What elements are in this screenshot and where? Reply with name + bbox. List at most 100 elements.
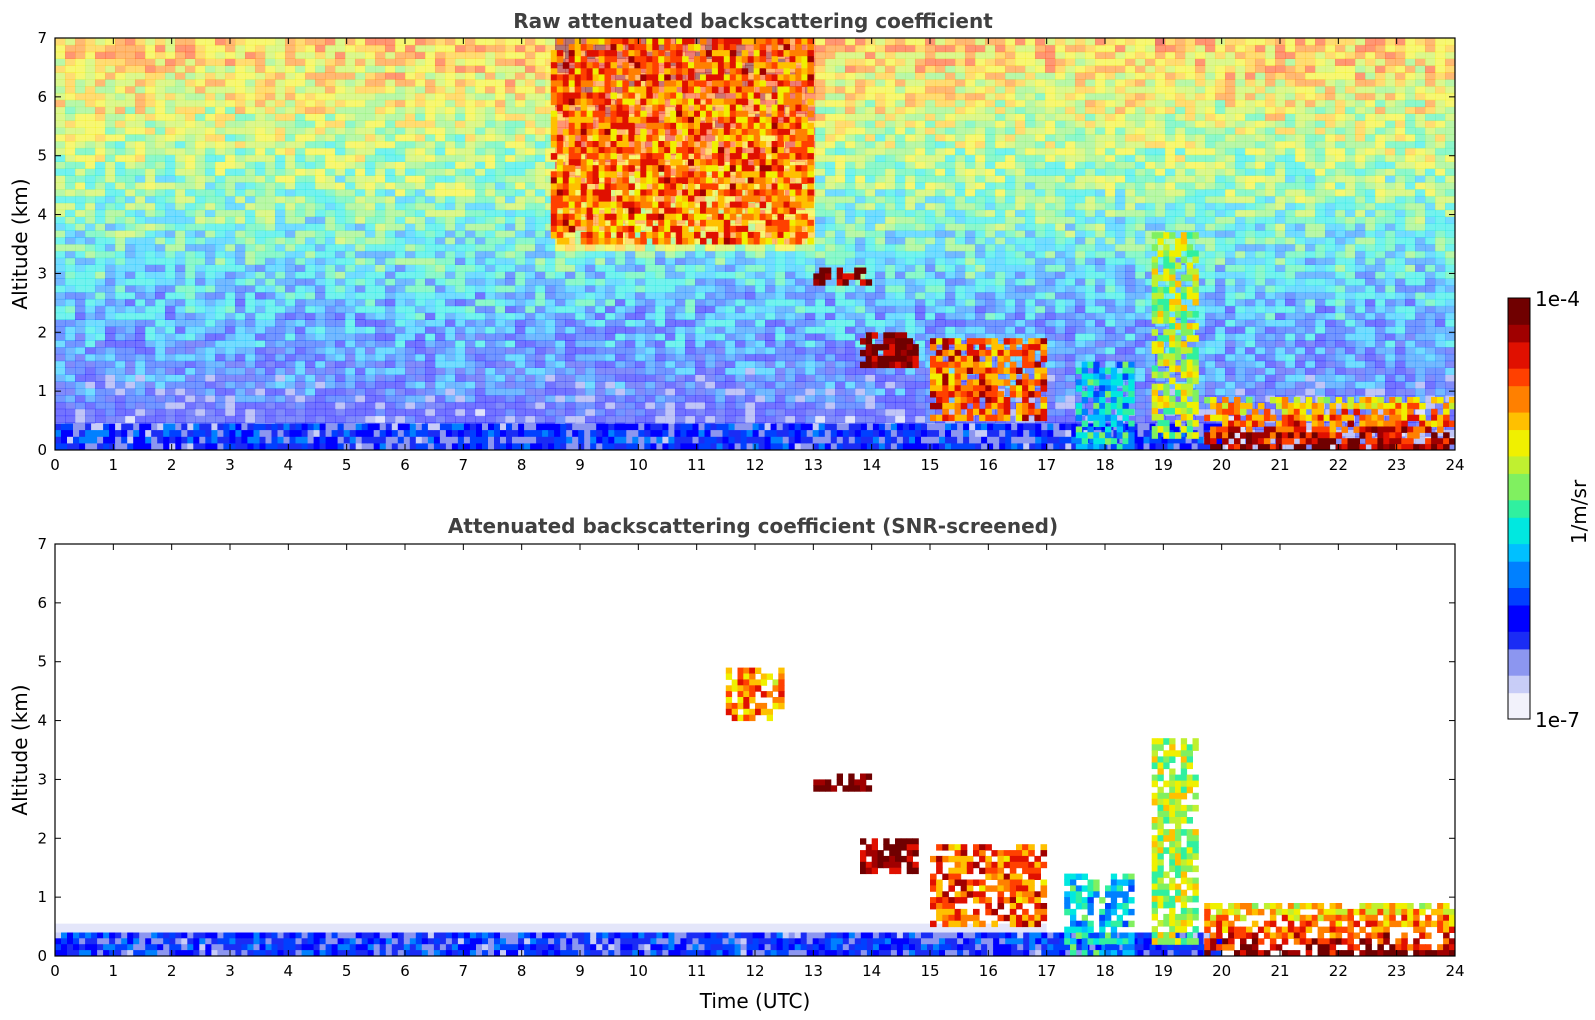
noise-cell xyxy=(75,189,86,197)
noise-cell xyxy=(75,395,86,403)
noise-cell xyxy=(425,298,436,307)
noise-cell xyxy=(605,347,616,355)
noise-cell xyxy=(735,415,746,423)
noise-cell xyxy=(305,65,316,73)
noise-cell xyxy=(535,244,546,252)
noise-cell xyxy=(485,305,496,314)
noise-cell xyxy=(785,230,796,238)
noise-cell xyxy=(65,278,76,286)
noise-cell xyxy=(405,168,416,176)
noise-cell xyxy=(565,367,576,375)
noise-cell xyxy=(335,271,346,279)
noise-cell xyxy=(335,168,346,176)
noise-cell xyxy=(645,408,656,417)
noise-cell xyxy=(765,374,776,382)
noise-cell xyxy=(525,106,536,114)
noise-cell xyxy=(395,374,406,382)
noise-cell xyxy=(135,298,146,307)
noise-cell xyxy=(205,182,216,190)
noise-cell xyxy=(415,127,426,135)
noise-cell xyxy=(395,408,406,417)
noise-cell xyxy=(875,189,886,197)
noise-cell xyxy=(415,292,426,300)
noise-cell xyxy=(105,209,116,217)
noise-cell xyxy=(365,305,376,314)
noise-cell xyxy=(785,305,796,314)
noise-cell xyxy=(855,51,866,59)
noise-cell xyxy=(775,374,786,382)
noise-cell xyxy=(685,401,696,410)
noise-cell xyxy=(365,141,376,149)
noise-cell xyxy=(325,86,336,94)
noise-cell xyxy=(825,292,836,300)
noise-cell xyxy=(815,92,826,101)
noise-cell xyxy=(415,44,426,53)
noise-cell xyxy=(235,182,246,190)
noise-cell xyxy=(755,250,766,259)
noise-cell xyxy=(345,271,356,279)
noise-cell xyxy=(175,141,186,149)
noise-cell xyxy=(335,72,346,80)
noise-cell xyxy=(835,141,846,149)
noise-cell xyxy=(365,161,376,169)
noise-cell xyxy=(825,319,836,327)
noise-cell xyxy=(55,182,66,190)
noise-cell xyxy=(835,168,846,176)
noise-cell xyxy=(215,257,226,265)
noise-cell xyxy=(425,278,436,286)
noise-cell xyxy=(425,79,436,87)
noise-cell xyxy=(655,367,666,375)
noise-cell xyxy=(255,216,266,224)
noise-cell xyxy=(155,168,166,176)
noise-cell xyxy=(225,367,236,375)
noise-cell xyxy=(545,141,556,149)
noise-cell xyxy=(705,202,716,211)
noise-cell xyxy=(275,216,286,224)
noise-cell xyxy=(315,154,326,162)
noise-cell xyxy=(85,161,96,169)
noise-cell xyxy=(265,237,276,245)
noise-cell xyxy=(775,408,786,417)
noise-cell xyxy=(85,347,96,355)
noise-cell xyxy=(65,106,76,114)
noise-cell xyxy=(605,44,616,53)
noise-cell xyxy=(245,360,256,368)
noise-cell xyxy=(545,244,556,252)
noise-cell xyxy=(315,340,326,348)
noise-cell xyxy=(355,209,366,217)
noise-cell xyxy=(175,209,186,217)
noise-cell xyxy=(195,353,206,362)
noise-cell xyxy=(835,79,846,87)
noise-cell xyxy=(615,401,626,410)
noise-cell xyxy=(425,326,436,334)
noise-cell xyxy=(325,388,336,396)
noise-cell xyxy=(615,257,626,265)
noise-cell xyxy=(175,271,186,279)
noise-cell xyxy=(245,92,256,101)
noise-cell xyxy=(405,141,416,149)
noise-cell xyxy=(875,44,886,53)
noise-cell xyxy=(285,305,296,314)
noise-cell xyxy=(355,367,366,375)
noise-cell xyxy=(475,161,486,169)
noise-cell xyxy=(445,305,456,314)
noise-cell xyxy=(535,44,546,53)
noise-cell xyxy=(335,189,346,197)
noise-cell xyxy=(185,347,196,355)
noise-cell xyxy=(725,319,736,327)
noise-cell xyxy=(265,347,276,355)
noise-cell xyxy=(255,298,266,307)
noise-cell xyxy=(135,292,146,300)
noise-cell xyxy=(455,415,466,423)
noise-cell xyxy=(815,209,826,217)
noise-cell xyxy=(305,99,316,108)
noise-cell xyxy=(225,353,236,362)
noise-cell xyxy=(595,319,606,327)
noise-cell xyxy=(335,340,346,348)
noise-cell xyxy=(365,154,376,162)
noise-cell xyxy=(395,195,406,204)
noise-cell xyxy=(525,154,536,162)
noise-cell xyxy=(425,65,436,73)
noise-cell xyxy=(225,113,236,121)
noise-cell xyxy=(65,44,76,53)
